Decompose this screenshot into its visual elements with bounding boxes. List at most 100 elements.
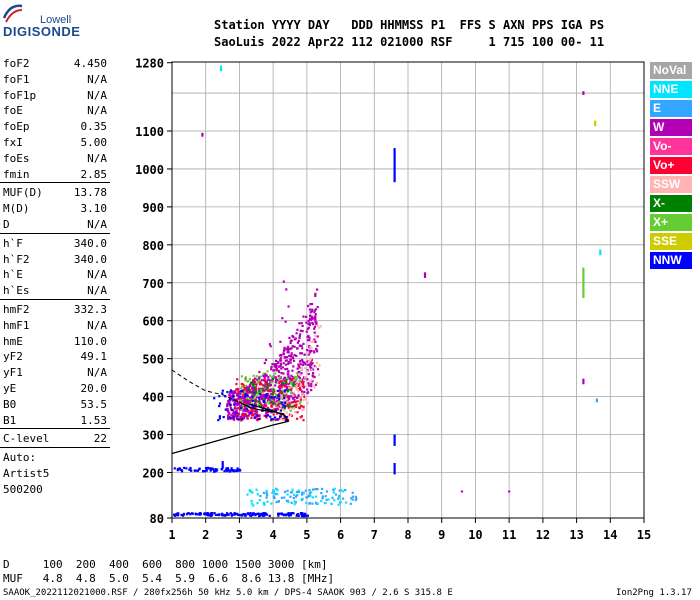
data-point	[332, 488, 335, 491]
data-point	[284, 405, 287, 408]
data-point	[278, 391, 281, 394]
data-point	[294, 501, 297, 504]
data-point	[274, 409, 278, 412]
param-value: 0.35	[80, 120, 108, 134]
data-point	[255, 395, 258, 399]
data-point	[299, 359, 302, 362]
data-point	[314, 292, 317, 295]
data-point	[276, 418, 279, 421]
data-point	[226, 391, 229, 394]
data-point	[289, 401, 292, 404]
param-value: 340.0	[73, 236, 107, 250]
data-point	[307, 334, 310, 337]
data-point	[214, 470, 217, 473]
data-point	[240, 419, 243, 422]
data-point	[284, 384, 287, 387]
y-tick-label: 900	[142, 201, 164, 215]
data-point	[299, 388, 302, 392]
data-point	[247, 387, 250, 390]
data-point	[303, 395, 306, 398]
data-point	[350, 497, 353, 500]
data-point	[232, 396, 235, 399]
data-point	[284, 389, 287, 392]
data-point	[248, 389, 252, 392]
data-point	[291, 357, 294, 360]
data-point	[302, 408, 306, 411]
data-point	[257, 397, 261, 400]
data-point	[257, 512, 260, 516]
data-point	[240, 382, 243, 386]
data-point	[298, 407, 301, 410]
data-point	[314, 365, 317, 368]
data-point	[251, 502, 254, 505]
data-point	[250, 412, 253, 415]
data-point	[291, 407, 294, 410]
data-point	[231, 417, 234, 420]
data-point	[296, 328, 299, 331]
data-point	[234, 391, 237, 394]
data-point	[256, 381, 259, 384]
data-point	[306, 378, 309, 381]
data-point	[206, 512, 209, 515]
param-name: foF1p	[3, 88, 37, 102]
data-point	[314, 495, 318, 498]
data-point	[246, 403, 249, 407]
data-point	[351, 495, 354, 498]
data-point	[257, 379, 260, 382]
data-point	[221, 389, 224, 392]
legend-item-nne: NNE	[650, 81, 692, 98]
data-point	[258, 404, 261, 407]
data-point	[338, 489, 341, 492]
data-point	[277, 400, 280, 404]
data-point	[289, 514, 292, 517]
data-point	[287, 377, 290, 380]
data-point	[203, 470, 206, 473]
data-point	[251, 387, 254, 390]
data-point	[281, 397, 284, 400]
data-point	[252, 379, 255, 382]
data-point	[258, 389, 261, 392]
data-point	[263, 394, 266, 397]
data-point	[288, 396, 291, 399]
param-value: 110.0	[73, 334, 107, 348]
data-point	[260, 387, 263, 390]
data-point	[285, 383, 288, 386]
legend-item-noval: NoVal	[650, 62, 692, 79]
footer-version: Ion2Png 1.3.17	[616, 588, 692, 598]
data-point	[232, 416, 235, 419]
data-point	[291, 345, 294, 348]
data-point	[287, 373, 290, 376]
data-point	[299, 416, 302, 419]
data-point	[251, 391, 254, 394]
data-point	[235, 388, 238, 391]
data-point	[314, 501, 318, 504]
data-point	[274, 376, 277, 379]
data-point	[258, 499, 261, 502]
data-point	[227, 411, 230, 414]
data-point	[256, 394, 259, 397]
data-point	[310, 382, 313, 386]
data-point	[293, 345, 296, 348]
data-point	[239, 415, 242, 418]
data-point	[255, 378, 258, 381]
data-point	[223, 513, 226, 517]
data-point	[316, 288, 319, 291]
data-point	[301, 380, 304, 383]
data-point	[173, 467, 176, 470]
extrapolated-curve	[171, 369, 240, 403]
data-point	[278, 385, 281, 388]
data-point	[226, 405, 229, 408]
data-point	[320, 500, 323, 503]
data-point	[245, 386, 248, 389]
data-point	[270, 381, 273, 384]
data-point	[210, 468, 213, 471]
data-point	[293, 377, 296, 380]
param-row: yF1 N/A	[3, 366, 107, 382]
data-point	[231, 469, 234, 472]
data-point	[285, 499, 288, 502]
data-point	[275, 363, 278, 366]
data-point	[355, 497, 358, 500]
data-point	[304, 512, 307, 515]
data-point	[236, 392, 240, 395]
data-point	[325, 490, 328, 493]
